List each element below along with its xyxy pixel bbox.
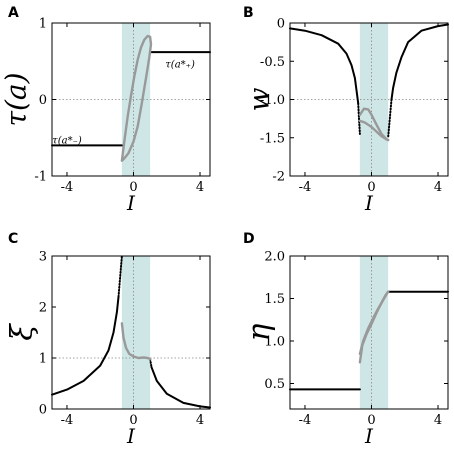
y-tick-label: -1: [34, 170, 47, 185]
x-tick-label: -4: [299, 180, 312, 195]
x-axis-label: I: [364, 191, 374, 215]
x-tick-label: -4: [61, 180, 74, 195]
series-line-4: [387, 98, 393, 139]
y-tick-label: 2.0: [264, 250, 285, 265]
series-line-1: [51, 295, 120, 396]
y-tick-label: 1: [39, 352, 47, 367]
panel-a: -4 0 4 -1 0 1 A Iτ(a) τ(a*₊) τ(a*₋): [0, 5, 211, 215]
y-tick-label: 0.5: [264, 377, 285, 392]
series-line-1: [289, 27, 360, 105]
y-tick-label: 0: [39, 403, 47, 418]
series-line-4: [358, 290, 390, 355]
y-tick-label: 1.5: [264, 292, 285, 307]
axes-frame: [289, 255, 449, 410]
y-axis-label: τ(a): [0, 72, 33, 126]
x-tick-label: 4: [434, 180, 442, 195]
series-line-3: [390, 23, 449, 101]
series-line-4: [150, 366, 211, 409]
series-line-2: [117, 255, 123, 298]
curve-annotation: τ(a*₋): [52, 135, 82, 146]
series-line-3: [149, 358, 153, 369]
shaded-region: [121, 256, 151, 409]
y-tick-label: -0.5: [260, 55, 285, 70]
x-axis-label: I: [364, 424, 374, 448]
y-tick-label: 1: [39, 17, 47, 32]
x-tick-label: -4: [299, 413, 312, 428]
series-line-5: [120, 322, 152, 361]
x-tick-label: 0: [129, 180, 137, 195]
x-tick-label: 4: [196, 180, 204, 195]
x-axis-label: I: [126, 191, 136, 215]
y-tick-label: 3: [39, 250, 47, 265]
y-tick-label: 2: [39, 301, 47, 316]
panel-letter: A: [8, 5, 19, 21]
panel-d: -4 0 4 0.5 1.0 1.5 2.0 D Iη: [242, 231, 449, 448]
panel-letter: C: [8, 231, 18, 247]
x-tick-label: 0: [367, 413, 375, 428]
series-line-3: [120, 34, 153, 162]
panel-letter: D: [243, 231, 255, 247]
y-tick-label: 0: [39, 93, 47, 108]
y-axis-label: ξ: [5, 323, 40, 341]
y-tick-label: -2: [272, 170, 285, 185]
x-tick-label: 0: [367, 180, 375, 195]
x-tick-label: -4: [61, 413, 74, 428]
series-line-6: [358, 107, 390, 142]
x-axis-label: I: [126, 424, 136, 448]
y-axis-label: w: [243, 87, 276, 111]
curve-annotation: τ(a*₊): [165, 60, 195, 71]
axes-frame: [51, 255, 211, 410]
panel-letter: B: [243, 5, 254, 21]
panel-b: -4 0 4 0 -0.5 -1.0 -1.5 -2 B Iw: [243, 5, 449, 215]
panel-c: -4 0 4 0 1 2 3 C Iξ: [5, 231, 211, 448]
series-line-2: [357, 102, 361, 135]
x-tick-label: 0: [129, 413, 137, 428]
y-tick-label: 0: [277, 17, 285, 32]
y-tick-label: 1.0: [264, 335, 285, 350]
x-tick-label: 4: [434, 413, 442, 428]
x-tick-label: 4: [196, 413, 204, 428]
y-tick-label: -1.0: [260, 93, 285, 108]
shaded-region: [359, 256, 389, 409]
y-axis-label: η: [242, 323, 277, 341]
y-tick-label: -1.5: [260, 131, 285, 146]
